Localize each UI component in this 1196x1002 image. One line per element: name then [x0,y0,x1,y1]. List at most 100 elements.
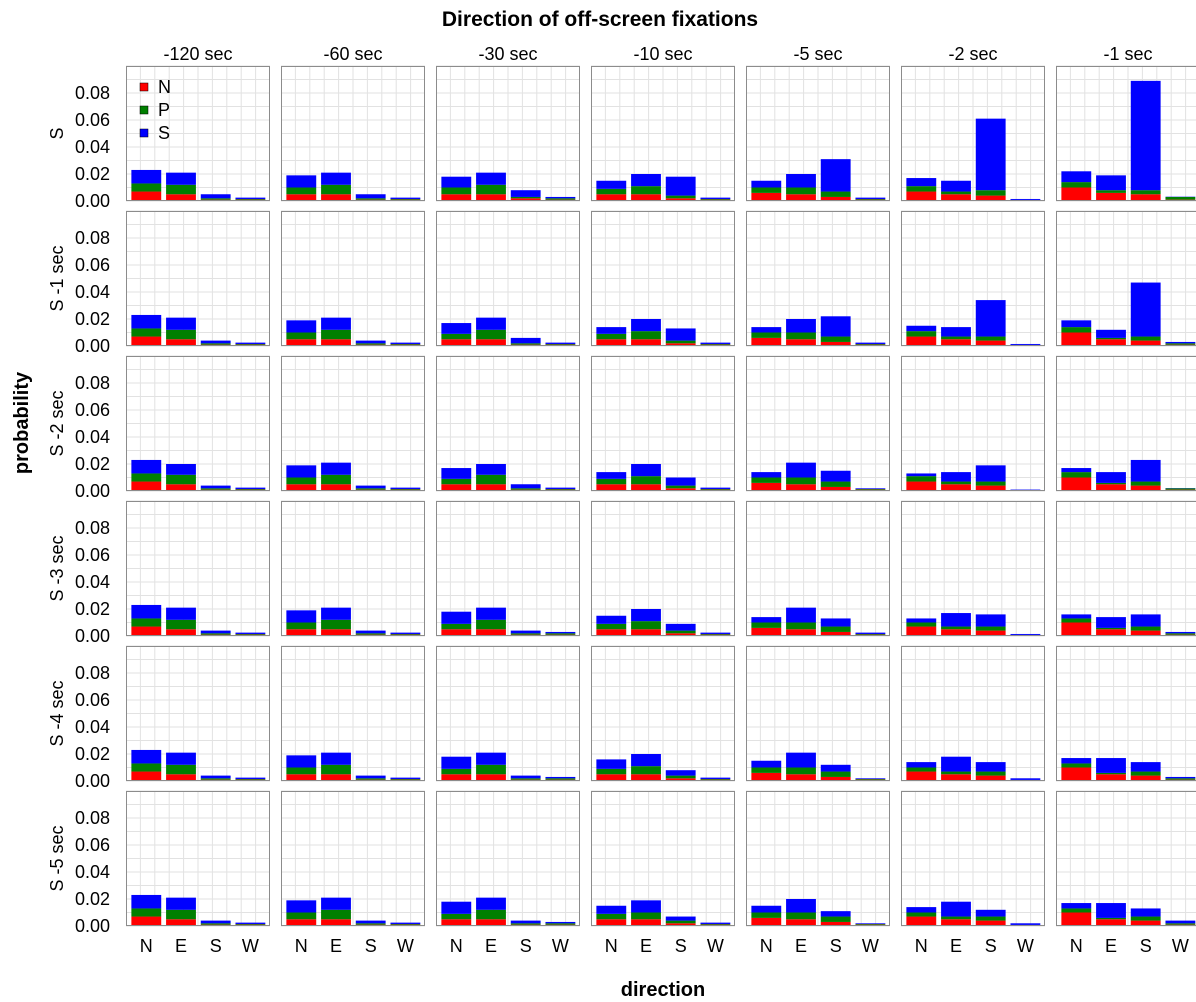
bar-segment-s [235,487,266,489]
row-facet-label: S -2 sec [47,390,67,456]
x-tick-label: N [295,936,308,956]
bar-segment-p [700,778,731,780]
bar-segment-s [786,752,816,768]
bar-segment-p [166,184,196,195]
column-facet-label: -30 sec [478,44,537,64]
bar-segment-p [441,913,472,920]
panel-frame [901,356,1045,491]
bar-segment-s [975,300,1006,337]
bar-segment-s [665,623,696,631]
bar-segment-s [390,777,421,779]
bar-segment-n [1096,339,1126,346]
bar-segment-s [631,609,661,622]
x-tick-label: S [365,936,377,956]
bar-segment-p [820,191,851,197]
bar-segment-s [820,764,851,772]
panel [591,65,735,202]
bar-segment-n [476,484,506,491]
bar-segment-s [166,464,196,475]
bar-segment-n [820,196,851,201]
panel [591,500,735,637]
bar-segment-s [286,465,317,478]
bar-segment-n [321,774,351,781]
bar-segment-p [131,328,162,337]
bar-segment-n [975,630,1006,636]
bar-segment-p [751,332,782,338]
bar-segment-n [166,484,196,491]
panel-frame [126,791,270,926]
x-tick-label: S [1140,936,1152,956]
bar-segment-p [631,621,661,630]
y-tick-label: 0.08 [75,83,110,103]
panel-frame [746,211,890,346]
bar-segment-s [855,342,886,344]
bar-segment-s [355,340,386,344]
bar-segment-s [855,778,886,779]
bar-segment-p [235,778,266,780]
bar-segment-p [786,332,816,340]
bar-segment-n [286,484,317,491]
bar-segment-s [355,920,386,924]
y-tick-label: 0.04 [75,572,110,592]
bar-segment-n [786,194,816,201]
bar-segment-s [820,470,851,482]
bar-segment-n [596,339,627,346]
bar-segment-p [1096,190,1126,193]
bar-segment-s [786,174,816,188]
bar-segment-s [510,337,541,344]
bar-segment-n [1061,767,1092,781]
bar-segment-s [1096,329,1126,338]
bar-segment-p [355,198,386,200]
bar-segment-n [131,336,162,346]
y-tick-label: 0.02 [75,744,110,764]
panel [126,65,270,202]
bar-segment-p [235,923,266,925]
panel [281,790,425,927]
bar-segment-n [441,484,472,491]
x-tick-label: E [950,936,962,956]
bar-segment-s [786,462,816,478]
bar-segment-s [441,901,472,914]
bar-segment-p [441,187,472,195]
bar-segment-s [441,756,472,769]
panel [746,500,890,637]
bar-segment-p [1061,472,1092,478]
bar-segment-p [390,343,421,345]
bar-segment-p [166,909,196,920]
bar-segment-p [476,329,506,340]
bar-segment-p [700,633,731,635]
bar-segment-n [1130,630,1161,636]
bar-segment-s [321,752,351,765]
bar-segment-p [596,768,627,775]
bar-segment-p [1165,633,1196,635]
bar-segment-s [1061,758,1092,764]
bar-segment-p [286,332,317,340]
y-tick-label: 0.08 [75,663,110,683]
y-tick-label: 0.02 [75,164,110,184]
panel [746,355,890,492]
bar-segment-s [700,197,731,199]
bar-segment-p [1130,771,1161,776]
bar-segment-s [321,172,351,185]
bar-segment-p [1096,917,1126,920]
bar-segment-s [596,759,627,769]
bar-segment-s [545,776,576,779]
bar-segment-p [906,476,937,482]
bar-segment-s [200,485,231,489]
x-tick-label: S [675,936,687,956]
bar-segment-p [390,488,421,490]
panels-layer: S 0.00 0.02 0.04 0.06 0.08 -120 sec -60 sec -30 … [47,44,1196,956]
bar-segment-s [476,607,506,620]
panel [1056,645,1196,782]
bar-segment-p [1096,482,1126,485]
bar-segment-p [820,626,851,632]
x-tick-label: E [330,936,342,956]
legend-swatch [139,105,149,115]
bar-segment-n [286,774,317,781]
bar-segment-p [700,923,731,925]
bar-segment-s [355,485,386,489]
y-tick-label: 0.08 [75,373,110,393]
bar-segment-p [786,767,816,775]
bar-segment-s [200,630,231,634]
bar-segment-s [906,907,937,913]
